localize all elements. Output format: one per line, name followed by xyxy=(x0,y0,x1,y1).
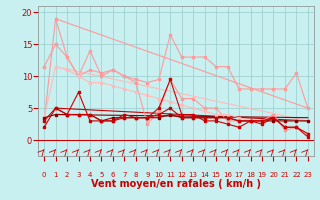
X-axis label: Vent moyen/en rafales ( km/h ): Vent moyen/en rafales ( km/h ) xyxy=(91,179,261,189)
